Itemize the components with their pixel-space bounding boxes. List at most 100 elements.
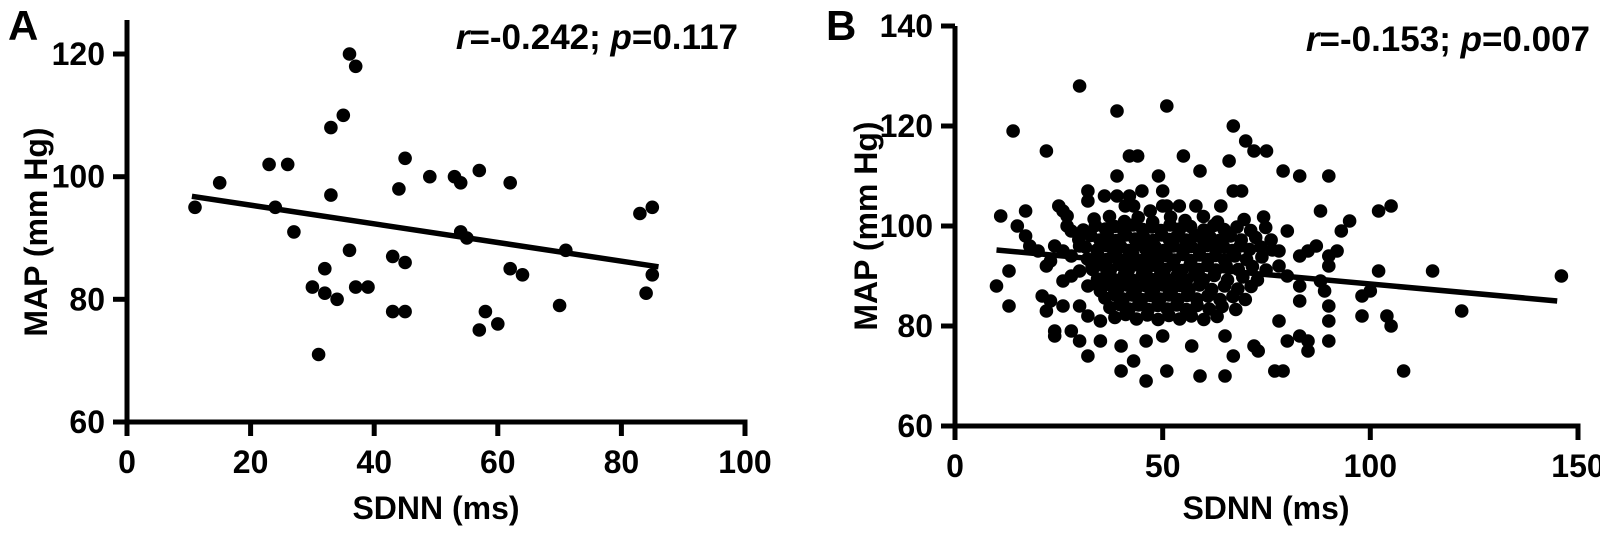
data-point xyxy=(1264,233,1278,247)
data-point xyxy=(1081,279,1095,293)
data-point xyxy=(1322,259,1336,273)
data-point xyxy=(1317,284,1332,298)
panel-a-x-axis-label: SDNN (ms) xyxy=(352,490,520,526)
data-point xyxy=(1384,319,1398,333)
data-point xyxy=(1135,184,1149,198)
x-tick-label: 0 xyxy=(118,444,136,480)
panel-b: 60 80 100 120 140 0 50 100 150 xyxy=(880,8,1600,484)
data-point xyxy=(324,188,338,202)
data-point xyxy=(1253,240,1268,254)
data-point xyxy=(1384,199,1398,213)
data-point xyxy=(1272,259,1286,273)
data-point xyxy=(1081,184,1095,198)
data-point xyxy=(1097,189,1112,203)
panel-b-correlation-annotation: r=-0.153; p=0.007 xyxy=(1182,20,1590,60)
data-point xyxy=(1160,99,1174,113)
data-point xyxy=(1371,264,1386,278)
data-point xyxy=(1114,364,1128,378)
data-point xyxy=(1043,294,1058,308)
data-point xyxy=(324,120,338,135)
data-point xyxy=(1114,339,1128,353)
data-point xyxy=(1222,154,1236,168)
data-point xyxy=(989,279,1004,293)
data-point xyxy=(1238,134,1253,148)
data-point xyxy=(633,206,647,221)
data-point xyxy=(1322,314,1336,328)
data-point xyxy=(1143,204,1157,218)
data-point xyxy=(1093,334,1108,348)
y-tick-label: 100 xyxy=(880,208,933,244)
data-point xyxy=(1052,199,1066,213)
x-tick-label: 80 xyxy=(604,444,640,480)
scatter-points xyxy=(989,79,1569,388)
y-tick-label: 120 xyxy=(52,36,105,72)
p-symbol: p xyxy=(1460,20,1482,59)
data-point xyxy=(1129,312,1144,326)
data-point xyxy=(1193,369,1207,383)
data-point xyxy=(1217,279,1232,293)
data-point xyxy=(1139,374,1153,388)
data-point xyxy=(1072,334,1087,348)
data-point xyxy=(280,157,295,172)
data-point xyxy=(1126,354,1141,368)
data-point xyxy=(1251,344,1265,358)
p-symbol: p xyxy=(610,18,632,57)
r-symbol: r xyxy=(455,18,470,57)
data-point xyxy=(1056,299,1070,313)
data-point xyxy=(1554,269,1569,283)
data-point xyxy=(503,261,517,276)
data-point xyxy=(1192,278,1207,292)
data-point xyxy=(212,176,227,190)
data-point xyxy=(1265,243,1280,257)
x-tick-label: 50 xyxy=(1145,448,1181,484)
data-point xyxy=(1190,298,1204,313)
data-point xyxy=(1228,249,1242,263)
data-point xyxy=(1258,220,1273,235)
data-point xyxy=(1197,312,1211,327)
data-point xyxy=(1018,204,1033,218)
data-point xyxy=(398,255,412,270)
data-point xyxy=(1223,229,1238,243)
data-point xyxy=(1226,119,1241,133)
data-point xyxy=(1093,314,1108,328)
data-point xyxy=(1176,149,1191,163)
data-point xyxy=(1322,299,1336,313)
x-tick-label: 100 xyxy=(1344,448,1397,484)
data-point xyxy=(1301,334,1315,348)
data-point xyxy=(1064,324,1079,338)
data-point xyxy=(348,280,363,294)
data-point xyxy=(552,298,567,313)
data-point xyxy=(1110,189,1124,203)
data-point xyxy=(1110,104,1124,118)
data-point xyxy=(491,317,505,331)
data-point xyxy=(1184,309,1199,323)
data-point xyxy=(1047,329,1062,343)
data-point xyxy=(1160,364,1174,378)
data-point xyxy=(1292,294,1307,308)
data-point xyxy=(1256,210,1271,224)
data-point xyxy=(1218,329,1232,343)
data-point xyxy=(453,176,468,190)
panel-a: 60 80 100 120 0 20 40 60 80 100 xyxy=(52,20,772,480)
data-point xyxy=(1292,169,1307,183)
data-point xyxy=(342,243,357,258)
y-tick-label: 80 xyxy=(897,308,933,344)
y-tick-label: 60 xyxy=(897,408,933,444)
data-point xyxy=(1207,218,1221,233)
data-point xyxy=(1313,204,1328,218)
data-point xyxy=(1201,289,1215,303)
data-point xyxy=(1371,204,1386,218)
data-point xyxy=(1039,144,1054,158)
data-point xyxy=(287,225,301,239)
axes xyxy=(113,20,748,436)
data-point xyxy=(311,347,326,362)
data-point xyxy=(1255,250,1269,264)
data-point xyxy=(1010,219,1025,233)
data-point xyxy=(1162,308,1176,323)
data-point xyxy=(1245,259,1260,274)
x-tick-label: 150 xyxy=(1551,448,1600,484)
data-point xyxy=(361,280,375,294)
data-point xyxy=(1002,299,1016,313)
data-point xyxy=(1072,299,1087,313)
data-point xyxy=(1229,302,1243,317)
